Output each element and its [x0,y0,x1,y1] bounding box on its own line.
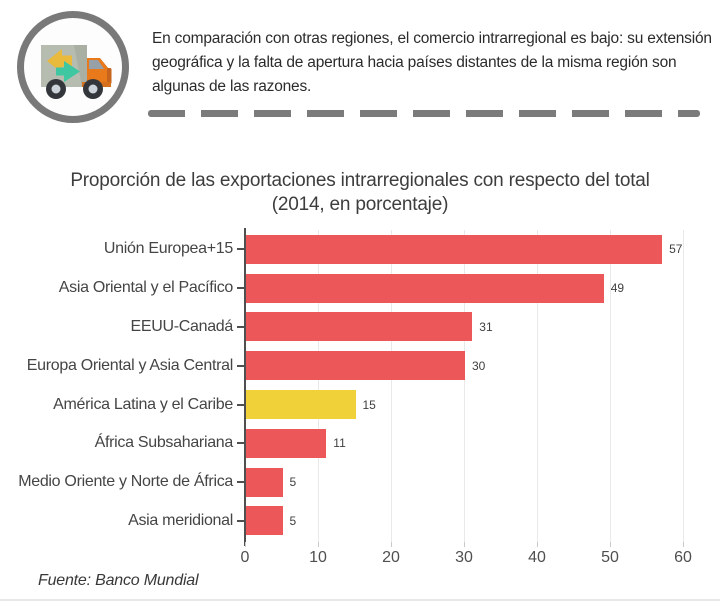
value-label: 57 [669,242,683,257]
value-label: 30 [472,358,486,373]
truck-front-hub [88,84,98,94]
dashed-divider [148,110,700,117]
category-label: Unión Europea+15 [103,240,233,258]
category-label: América Latina y el Caribe [53,395,233,413]
chart-row: Medio Oriente y Norte de África 5 [0,463,720,502]
category-tick [237,248,244,251]
truck-window [89,60,104,69]
chart-subtitle: (2014, en porcentaje) [271,194,449,215]
truck-grill [107,68,112,84]
value-label: 49 [610,281,625,296]
chart-row: Asia meridional 5 [0,502,720,541]
delivery-truck-icon [14,8,132,126]
x-axis-label: 20 [382,549,400,567]
x-axis-tick [245,542,246,548]
category-tick [237,287,244,290]
value-label: 5 [289,475,297,490]
chart-row: Europa Oriental y Asia Central 30 [0,346,720,385]
x-axis-tick [318,542,319,548]
y-axis-line [244,228,246,546]
chart-row: América Latina y el Caribe 15 [0,385,720,424]
source-note: Fuente: Banco Mundial [38,572,199,589]
category-label: África Subsahariana [94,434,234,452]
x-axis-tick [537,542,538,548]
category-tick [237,403,244,406]
bar [246,467,283,497]
category-tick [237,481,244,484]
chart-row: EEUU-Canadá 31 [0,308,720,347]
x-axis-label: 0 [240,549,250,567]
value-label: 15 [362,397,376,412]
bar-chart: 0 10 20 30 40 50 60 Unión Europea+15 57 Asia Orie… [0,228,720,582]
grid-line [391,230,392,543]
category-label: EEUU-Canadá [130,317,233,335]
bar [246,390,356,420]
value-label: 11 [333,436,346,451]
truck-cargo-shade [74,45,87,87]
x-axis-label: 30 [455,549,473,567]
x-axis-tick [464,542,465,548]
category-label: Europa Oriental y Asia Central [26,356,234,374]
x-axis-tick [610,542,611,548]
category-tick [237,442,244,445]
value-label: 5 [289,513,297,528]
arrow-left-icon [47,49,72,73]
chart-title: Proporción de las exportaciones intrarre… [70,170,650,191]
chart-row: Asia Oriental y el Pacífico 49 [0,269,720,308]
truck-rear-hub [51,84,61,94]
truck-icon-svg [17,11,129,123]
bar [246,273,604,303]
x-axis-tick [683,542,684,548]
x-axis-label: 10 [309,549,327,567]
grid-line [318,230,319,543]
x-axis-label: 50 [601,549,619,567]
x-axis-tick [391,542,392,548]
bar [246,234,663,264]
x-axis-label: 40 [528,549,546,567]
category-tick [237,364,244,367]
category-label: Asia meridional [128,511,233,529]
bar [246,312,473,342]
grid-line [464,230,465,543]
arrow-right-icon [56,61,80,82]
chart-row: África Subsahariana 11 [0,424,720,463]
category-label: Asia Oriental y el Pacífico [58,279,234,297]
category-tick [237,519,244,522]
category-tick [237,325,244,328]
value-label: 31 [479,319,493,334]
bar [246,428,327,458]
category-label: Medio Oriente y Norte de África [18,473,233,491]
grid-line [610,230,611,543]
x-axis-label: 60 [674,549,692,567]
bar [246,351,465,381]
chart-row: Unión Europea+15 57 [0,230,720,269]
bar [246,506,283,536]
header-description: En comparación con otras regiones, el co… [152,30,712,95]
grid-line [683,230,684,543]
bottom-divider [0,599,720,601]
grid-line [537,230,538,543]
